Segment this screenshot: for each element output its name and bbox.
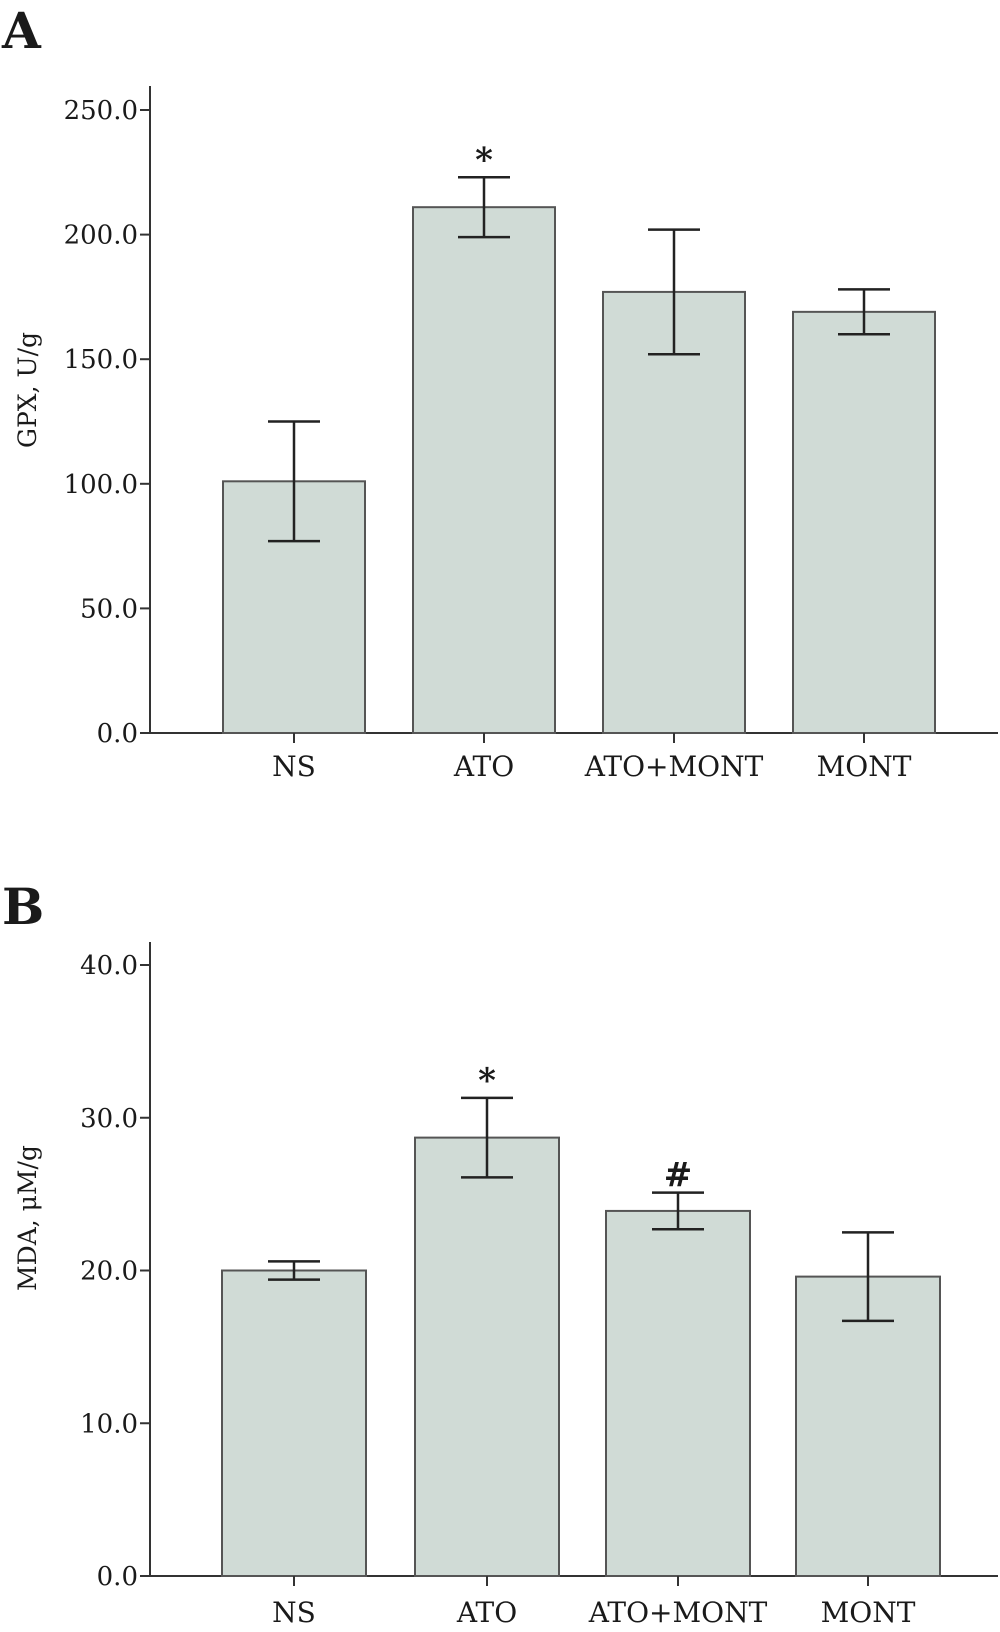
panel-b-bar-mont — [795, 1275, 941, 1577]
panel-b-bar-ns — [221, 1269, 367, 1577]
panel-a-bar-mont — [792, 310, 936, 734]
panel-a-x-tick-label: NS — [272, 750, 316, 783]
panel-a-bar-ato — [412, 206, 556, 735]
panel-b-label: B — [2, 877, 44, 936]
panel-b-significance-marker: * — [478, 1061, 496, 1101]
panel-a-y-tick-label: 0.0 — [97, 719, 138, 749]
panel-b-x-tick-label: ATO — [456, 1596, 517, 1629]
panel-b-y-tick-label: 0.0 — [97, 1562, 138, 1592]
panel-a-y-tick-label: 100.0 — [64, 470, 138, 500]
panel-b-y-tick-label: 40.0 — [80, 951, 138, 981]
panel-b-bar-ato-mont — [605, 1209, 751, 1577]
panel-b-bar-ato — [414, 1136, 560, 1578]
panel-a-y-axis-label: GPX, U/g — [13, 332, 42, 448]
panel-a-y-tick-label: 250.0 — [64, 96, 138, 126]
panel-a-y-tick-label: 200.0 — [64, 221, 138, 251]
panel-a-y-tick-label: 50.0 — [80, 594, 138, 624]
panel-a-y-tick-label: 150.0 — [64, 345, 138, 375]
panel-b-y-tick-label: 10.0 — [80, 1409, 138, 1439]
panel-a-x-tick-label: ATO — [453, 750, 514, 783]
panel-b-x-tick-label: ATO+MONT — [588, 1596, 768, 1629]
panel-a-significance-marker: * — [475, 140, 493, 180]
panel-a-bar-ato-mont — [602, 290, 746, 734]
panel-b-y-tick-label: 30.0 — [80, 1104, 138, 1134]
panel-b-y-tick-label: 20.0 — [80, 1257, 138, 1287]
panel-a-marks: 0.0 50.0 100.0 150.0 200.0 250.0 NS ATO * ATO+MON… — [64, 86, 998, 783]
panel-b-marks: 0.0 10.0 20.0 30.0 40.0 NS ATO * ATO+MONT # MONT — [80, 942, 998, 1629]
panel-b-y-axis-label: MDA, μM/g — [13, 1145, 42, 1291]
panel-b-x-tick-label: MONT — [821, 1596, 916, 1629]
panel-a: A GPX, U/g 0.0 50.0 100.0 150.0 200.0 250.0 NS… — [1, 1, 998, 783]
panel-a-x-tick-label: ATO+MONT — [584, 750, 764, 783]
panel-b-x-tick-label: NS — [272, 1596, 316, 1629]
panel-b: B MDA, μM/g 0.0 10.0 20.0 30.0 40.0 NS ATO * ATO… — [2, 877, 998, 1629]
panel-a-label: A — [1, 1, 42, 60]
panel-b-significance-marker: # — [664, 1156, 693, 1196]
panel-a-x-tick-label: MONT — [817, 750, 912, 783]
